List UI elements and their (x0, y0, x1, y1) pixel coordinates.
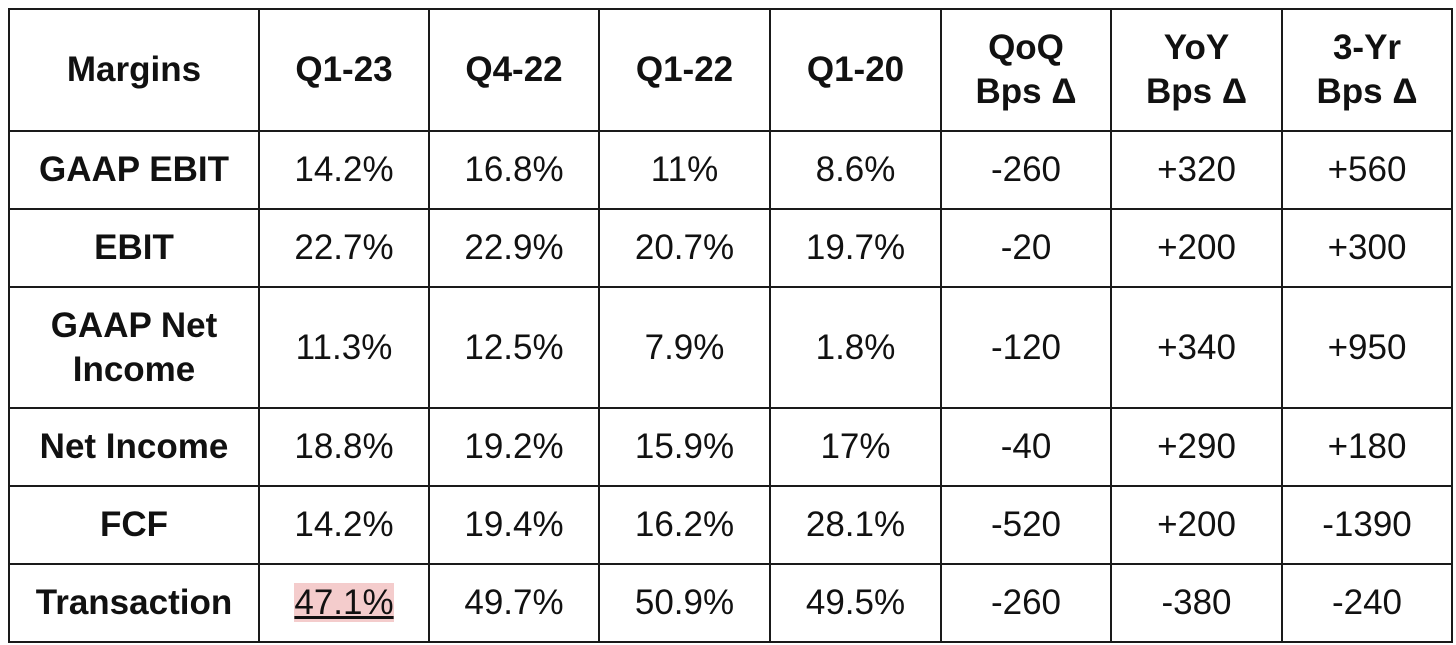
margins-table: Margins Q1-23 Q4-22 Q1-22 Q1-20 QoQ Bps Δ YoY … (8, 8, 1453, 643)
data-cell: 1.8% (769, 286, 942, 409)
header-cell: Q4-22 (428, 8, 600, 132)
data-cell: 16.8% (428, 130, 600, 210)
row-header-cell: GAAP Net Income (8, 286, 260, 409)
data-cell: 12.5% (428, 286, 600, 409)
data-cell: -380 (1110, 563, 1283, 643)
data-cell: 11% (598, 130, 771, 210)
row-header-cell: Transaction (8, 563, 260, 643)
data-row: Net Income 18.8% 19.2% 15.9% 17% -40 +290 +180 (8, 407, 1453, 487)
data-cell: 19.2% (428, 407, 600, 487)
data-cell: +200 (1110, 208, 1283, 288)
data-cell: 22.7% (258, 208, 430, 288)
row-header-cell: EBIT (8, 208, 260, 288)
data-cell: 14.2% (258, 485, 430, 565)
data-row: Transaction 47.1% 49.7% 50.9% 49.5% -260 -380-… (8, 563, 1453, 643)
data-cell: 14.2% (258, 130, 430, 210)
data-cell: +560 (1281, 130, 1453, 210)
data-cell: 22.9% (428, 208, 600, 288)
data-cell: +180 (1281, 407, 1453, 487)
header-cell: Margins (8, 8, 260, 132)
data-cell: 11.3% (258, 286, 430, 409)
data-row: FCF 14.2% 19.4% 16.2% 28.1% -520 +200 -1390 (8, 485, 1453, 565)
header-cell: Q1-22 (598, 8, 771, 132)
data-cell: 50.9% (598, 563, 771, 643)
row-header-cell: GAAP EBIT (8, 130, 260, 210)
data-cell: 28.1% (769, 485, 942, 565)
data-cell: -260 (940, 563, 1112, 643)
data-row: EBIT 22.7% 22.9% 20.7% 19.7% -20 +200 +300 (8, 208, 1453, 288)
data-cell: 47.1% (258, 563, 430, 643)
table-container: Margins Q1-23 Q4-22 Q1-22 Q1-20 QoQ Bps Δ YoY … (8, 8, 1453, 643)
header-cell: Q1-20 (769, 8, 942, 132)
data-cell: 15.9% (598, 407, 771, 487)
data-cell: 20.7% (598, 208, 771, 288)
data-cell: -120 (940, 286, 1112, 409)
row-header-cell: Net Income (8, 407, 260, 487)
data-row: GAAP Net Income 11.3% 12.5% 7.9% 1.8% -120 +34… (8, 286, 1453, 409)
data-cell: 49.5% (769, 563, 942, 643)
data-cell: +950 (1281, 286, 1453, 409)
header-row: Margins Q1-23 Q4-22 Q1-22 Q1-20 QoQ Bps Δ YoY … (8, 8, 1453, 132)
data-cell: -40 (940, 407, 1112, 487)
data-cell: 19.7% (769, 208, 942, 288)
row-header-cell: FCF (8, 485, 260, 565)
data-cell: 16.2% (598, 485, 771, 565)
data-cell: -1390 (1281, 485, 1453, 565)
data-cell: +320 (1110, 130, 1283, 210)
data-cell: -240 (1281, 563, 1453, 643)
header-cell: YoY Bps Δ (1110, 8, 1283, 132)
data-cell: 49.7% (428, 563, 600, 643)
data-cell: -20 (940, 208, 1112, 288)
header-cell: QoQ Bps Δ (940, 8, 1112, 132)
data-cell: 17% (769, 407, 942, 487)
data-cell: +340 (1110, 286, 1283, 409)
header-cell: 3-Yr Bps Δ (1281, 8, 1453, 132)
data-cell: +290 (1110, 407, 1283, 487)
data-row: GAAP EBIT 14.2% 16.8% 11% 8.6% -260 +320 +560 (8, 130, 1453, 210)
data-cell: 7.9% (598, 286, 771, 409)
data-cell: 19.4% (428, 485, 600, 565)
data-cell: +300 (1281, 208, 1453, 288)
data-cell: -520 (940, 485, 1112, 565)
highlighted-value: 47.1% (294, 583, 394, 623)
header-cell: Q1-23 (258, 8, 430, 132)
data-cell: 18.8% (258, 407, 430, 487)
data-cell: 8.6% (769, 130, 942, 210)
data-cell: -260 (940, 130, 1112, 210)
data-cell: +200 (1110, 485, 1283, 565)
